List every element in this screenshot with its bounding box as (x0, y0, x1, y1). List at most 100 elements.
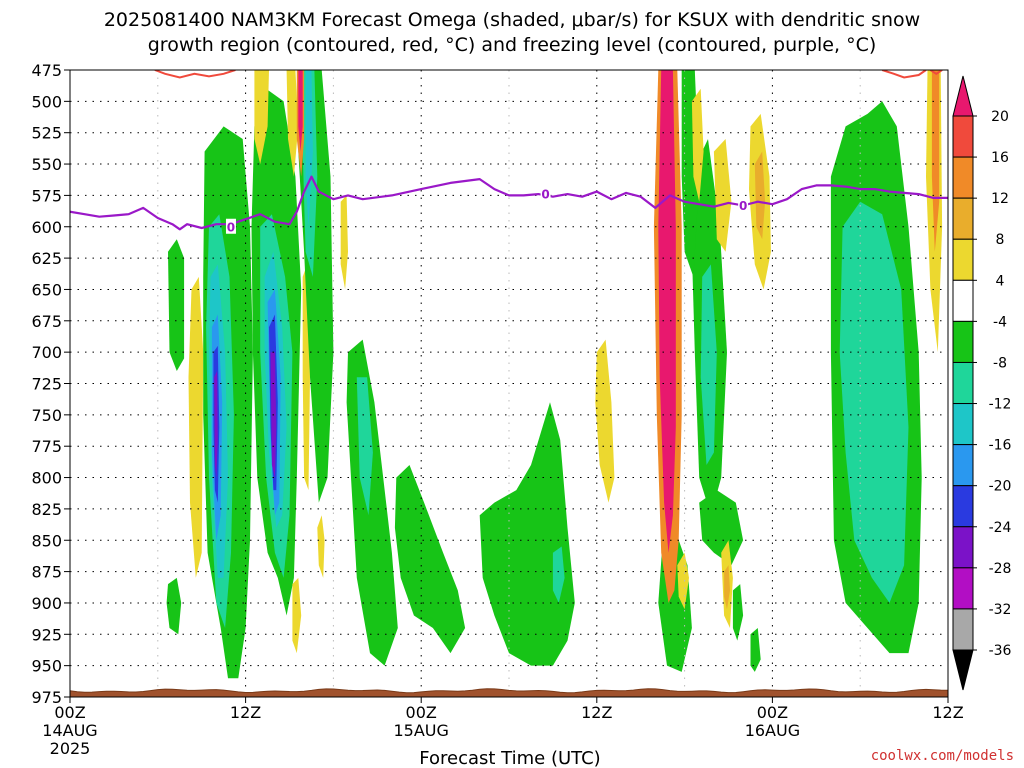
omega-region (754, 151, 766, 240)
colorbar-label: -28 (989, 561, 1012, 577)
y-axis: 475 500 525 550 575 600 625 650 675 700 725 750 775 8… (31, 61, 70, 707)
dendritic-contour (154, 70, 236, 79)
x-tick-date: 15AUG (393, 721, 448, 740)
colorbar-label: -8 (993, 355, 1007, 371)
omega-region (658, 70, 676, 553)
x-tick-label: 12Z (932, 703, 963, 722)
y-tick-label: 775 (31, 437, 62, 456)
y-tick-label: 625 (31, 249, 62, 268)
omega-region (595, 339, 615, 503)
omega-region (254, 70, 269, 165)
colorbar-bin (952, 526, 974, 569)
y-tick-label: 675 (31, 312, 62, 331)
colorbar-label: 8 (996, 232, 1005, 248)
x-tick-date: 14AUG (42, 721, 97, 740)
dendritic-zone-contours (154, 70, 943, 79)
freezing-level-label: 0 (227, 220, 235, 234)
omega-region (356, 377, 373, 516)
freezing-level-contour: 0 0 0 (70, 175, 948, 234)
omega-region (750, 628, 761, 672)
omega-region (292, 577, 302, 654)
colorbar-label: 12 (991, 191, 1009, 207)
colorbar-bin (952, 279, 974, 322)
y-tick-label: 600 (31, 218, 62, 237)
colorbar-label: -12 (989, 397, 1012, 413)
colorbar-label: 20 (991, 109, 1009, 125)
colorbar-label: -20 (989, 479, 1012, 495)
y-tick-label: 725 (31, 375, 62, 394)
colorbar-bin (952, 608, 974, 651)
y-tick-label: 825 (31, 500, 62, 519)
credit-text: coolwx.com/models (871, 748, 1014, 764)
colorbar-bin (952, 156, 974, 199)
colorbar-bin (952, 567, 974, 610)
omega-region (305, 70, 313, 227)
omega-region (214, 371, 218, 478)
omega-region (346, 339, 398, 666)
chart-title-line1: 2025081400 NAM3KM Forecast Omega (shaded… (104, 9, 920, 31)
omega-region (677, 552, 689, 610)
omega-region (552, 546, 565, 603)
dendritic-contour (881, 70, 927, 79)
colorbar-label: -16 (989, 438, 1012, 454)
colorbar-label: -32 (989, 602, 1012, 618)
omega-region (286, 70, 299, 177)
omega-region (700, 264, 717, 465)
x-tick-label: 12Z (581, 703, 612, 722)
dendritic-contour (929, 70, 943, 75)
omega-region (317, 515, 325, 578)
freezing-level-line (70, 175, 948, 231)
ground-layer (70, 688, 948, 697)
omega-region (691, 88, 704, 202)
y-tick-label: 975 (31, 688, 62, 707)
x-tick-date: 16AUG (745, 721, 800, 740)
omega-region (166, 577, 182, 635)
y-tick-label: 500 (31, 92, 62, 111)
y-tick-label: 575 (31, 186, 62, 205)
omega-region (732, 584, 744, 641)
colorbar-label: -36 (989, 643, 1012, 659)
colorbar-bin (952, 238, 974, 281)
omega-region (340, 195, 348, 290)
y-tick-label: 875 (31, 563, 62, 582)
colorbar-label: 16 (991, 150, 1009, 166)
y-tick-label: 525 (31, 124, 62, 143)
y-tick-label: 650 (31, 280, 62, 299)
colorbar-bottom-arrow (952, 649, 974, 691)
colorbar-bin (952, 197, 974, 240)
colorbar-bin (952, 320, 974, 363)
x-tick-label: 00Z (54, 703, 85, 722)
y-tick-label: 475 (31, 61, 62, 80)
colorbar-label: -4 (993, 314, 1007, 330)
omega-region (298, 70, 303, 152)
chart-title-line2: growth region (contoured, red, °C) and f… (148, 34, 877, 56)
colorbar-bin (952, 485, 974, 528)
omega-region (188, 276, 204, 578)
omega-region (394, 465, 466, 654)
colorbar-label: -24 (989, 520, 1012, 536)
freezing-label-bg (738, 197, 749, 213)
colorbar-bin (952, 444, 974, 487)
x-tick-label: 12Z (230, 703, 261, 722)
omega-region (479, 402, 575, 666)
x-tick-label: 00Z (406, 703, 437, 722)
freezing-label-bg (540, 186, 551, 202)
y-tick-label: 850 (31, 531, 62, 550)
x-tick-year: 2025 (50, 739, 91, 758)
colorbar-bin (952, 403, 974, 446)
x-tick-label: 00Z (757, 703, 788, 722)
freezing-label-bg (225, 218, 236, 234)
omega-region (931, 70, 940, 252)
y-tick-label: 900 (31, 594, 62, 613)
colorbar-bin (952, 361, 974, 405)
colorbar-label: 4 (996, 273, 1005, 289)
colorbar-bin (952, 115, 974, 158)
y-tick-label: 925 (31, 625, 62, 644)
y-tick-label: 750 (31, 406, 62, 425)
colorbar: 20 16 12 8 4 -4 -8 -12 -16 -20 -24 -28 -32 -36 (952, 75, 1012, 691)
omega-region (839, 201, 909, 603)
omega-region (699, 490, 744, 566)
y-tick-label: 700 (31, 343, 62, 362)
colorbar-top-arrow (952, 75, 974, 117)
